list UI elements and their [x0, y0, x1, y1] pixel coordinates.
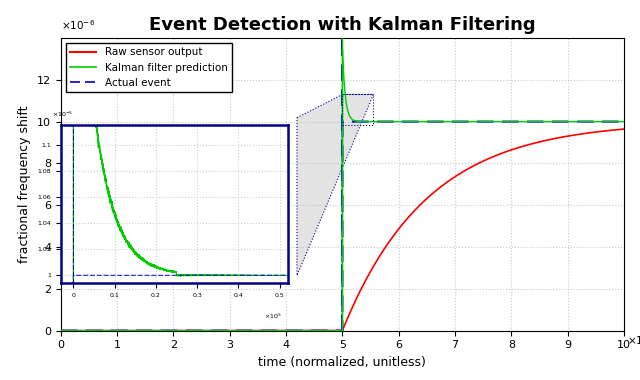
Title: Event Detection with Kalman Filtering: Event Detection with Kalman Filtering: [149, 16, 536, 34]
Text: $\times 10^{-6}$: $\times 10^{-6}$: [61, 18, 95, 32]
Y-axis label: fractional frequency shift: fractional frequency shift: [19, 106, 31, 263]
Text: $\times 10^{-5}$: $\times 10^{-5}$: [52, 110, 73, 119]
X-axis label: time (normalized, unitless): time (normalized, unitless): [259, 356, 426, 369]
Polygon shape: [297, 94, 373, 276]
Text: $\times 10^5$: $\times 10^5$: [264, 312, 281, 321]
Legend: Raw sensor output, Kalman filter prediction, Actual event: Raw sensor output, Kalman filter predict…: [66, 43, 232, 92]
Text: $\times 10^5$: $\times 10^5$: [627, 334, 640, 347]
